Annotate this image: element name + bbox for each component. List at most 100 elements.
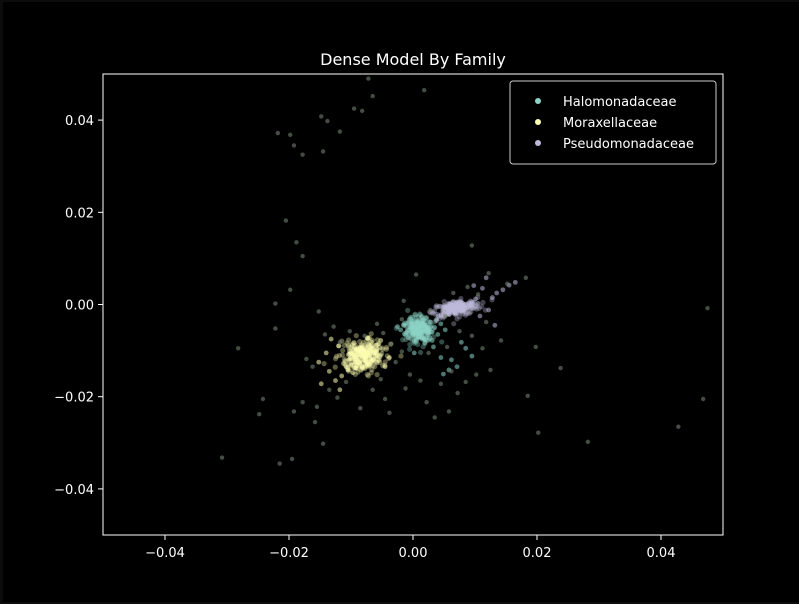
cloud-point [411, 317, 417, 323]
points-layer [219, 76, 710, 466]
cloud-point [333, 353, 340, 359]
data-point [343, 379, 349, 385]
cloud-point [369, 339, 375, 345]
data-point [465, 284, 470, 290]
data-point [447, 311, 452, 317]
cloud-point [348, 344, 354, 351]
data-point [418, 378, 423, 383]
data-point [469, 243, 475, 248]
cloud-point [420, 344, 426, 350]
data-point [486, 307, 492, 313]
data-point [304, 356, 309, 362]
data-point [444, 344, 450, 350]
x-tick-label: −0.04 [145, 546, 185, 561]
scatter-chart: Dense Model By Family −0.04 −0.02 0.00 0.02… [3, 2, 799, 602]
data-point [351, 106, 357, 111]
data-point [421, 328, 426, 334]
cloud-point [366, 342, 372, 349]
data-point [389, 341, 394, 346]
data-point [451, 290, 456, 296]
cloud-point [370, 363, 376, 369]
data-point [387, 410, 392, 416]
cloud-point [434, 303, 440, 309]
data-point [432, 415, 437, 420]
cloud-point [339, 352, 345, 358]
legend-marker [535, 140, 541, 146]
data-point [387, 355, 392, 360]
data-point [370, 93, 375, 99]
cloud-point [360, 339, 366, 346]
data-point [357, 359, 363, 365]
data-point [399, 317, 405, 322]
data-point [366, 76, 371, 81]
data-point [316, 359, 322, 365]
data-point [319, 114, 324, 119]
cloud-point [408, 316, 414, 322]
data-point [475, 301, 481, 306]
data-point [429, 338, 435, 343]
data-point [362, 333, 367, 339]
data-point [403, 386, 408, 391]
cloud-point [369, 337, 375, 344]
cloud-point [463, 310, 470, 317]
cloud-point [378, 352, 384, 358]
data-point [473, 296, 479, 302]
data-point [525, 393, 530, 398]
data-point [488, 367, 493, 373]
cloud-point [431, 308, 438, 314]
cloud-point [373, 359, 380, 365]
cloud-point [357, 339, 363, 345]
data-point [469, 333, 475, 339]
cloud-point [379, 351, 385, 357]
data-point [408, 321, 414, 326]
data-point [399, 349, 405, 354]
data-point [401, 322, 407, 328]
cloud-point [376, 357, 382, 364]
data-point [416, 326, 421, 331]
x-tick-label: −0.02 [269, 546, 309, 561]
cloud-point [466, 310, 473, 316]
data-point [432, 325, 438, 330]
cloud-point [422, 315, 428, 321]
data-point [498, 338, 504, 343]
cloud-point [373, 354, 379, 360]
cloud-point [365, 335, 371, 341]
data-point [424, 400, 429, 405]
cloud-point [474, 306, 480, 312]
cloud-point [437, 303, 443, 309]
data-point [382, 364, 388, 370]
data-point [277, 461, 282, 466]
data-point [435, 332, 441, 337]
data-point [288, 287, 293, 292]
legend: Halomonadaceae Moraxellaceae Pseudomonadac… [509, 80, 717, 165]
cloud-point [350, 346, 356, 352]
data-point [300, 152, 305, 157]
data-point [372, 350, 377, 356]
data-point [310, 364, 315, 369]
x-axis: −0.04 −0.02 0.00 0.02 0.04 [145, 535, 675, 561]
data-point [585, 439, 591, 445]
data-point [463, 345, 469, 351]
data-point [471, 283, 477, 288]
data-point [275, 130, 281, 136]
legend-label: Moraxellaceae [563, 116, 657, 131]
cloud-point [468, 309, 474, 315]
data-point [291, 409, 297, 414]
cloud-point [400, 337, 406, 343]
cloud-point [332, 356, 339, 362]
data-point [489, 295, 495, 300]
cloud-point [433, 304, 439, 310]
data-point [367, 349, 373, 354]
legend-item: Halomonadaceae [535, 95, 676, 110]
cloud-point [398, 353, 404, 359]
series-unlabeled [219, 76, 710, 466]
cloud-point [441, 298, 447, 305]
data-point [347, 329, 352, 334]
y-axis: −0.04 −0.02 0.00 0.02 0.04 [54, 114, 103, 498]
cloud-point [408, 314, 414, 321]
cloud-point [341, 342, 347, 349]
cloud-point [479, 304, 485, 310]
cloud-point [412, 312, 418, 318]
cloud-point [346, 337, 352, 343]
data-point [457, 308, 463, 314]
